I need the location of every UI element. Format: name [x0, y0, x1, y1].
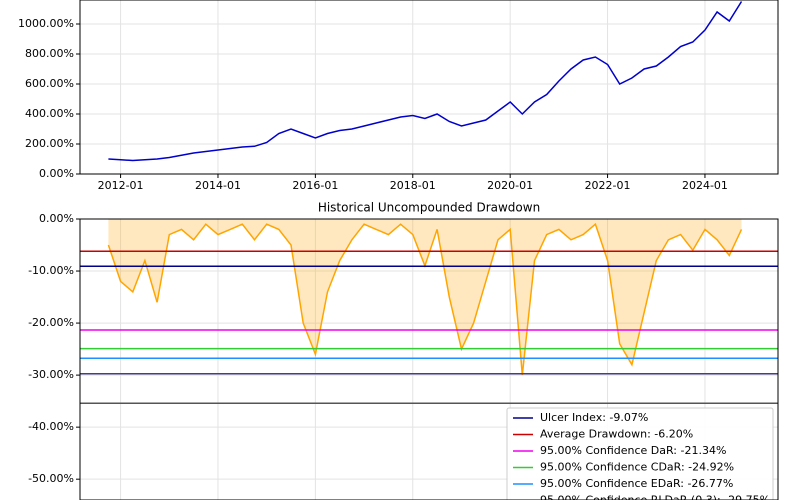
y-tick-label: -50.00%	[28, 472, 74, 485]
plot-frame	[79, 218, 779, 500]
legend-label: Average Drawdown: -6.20%	[540, 428, 693, 441]
legend-label: 95.00% Confidence CDaR: -24.92%	[540, 461, 734, 474]
x-tick-label: 2016-01	[292, 179, 338, 192]
line	[108, 1, 743, 162]
y-tick-label: 1000.00%	[18, 17, 74, 30]
x-tick-label: 2012-01	[98, 179, 144, 192]
y-tick-label: -10.00%	[28, 264, 74, 277]
y-tick-label: -40.00%	[28, 420, 74, 433]
area	[108, 219, 742, 376]
legend-label: 95.00% Confidence EDaR: -26.77%	[540, 477, 733, 490]
legend-label: 95.00% Confidence DaR: -21.34%	[540, 444, 726, 457]
x-tick-label: 2020-01	[487, 179, 533, 192]
y-tick-label: 0.00%	[39, 167, 74, 180]
x-tick-label: 2018-01	[390, 179, 436, 192]
y-tick-label: 0.00%	[39, 212, 74, 225]
x-tick-label: 2024-01	[682, 179, 728, 192]
y-tick-label: 800.00%	[25, 47, 74, 60]
y-tick-label: -20.00%	[28, 316, 74, 329]
legend-label: 95.00% Confidence RLDaR (0.3): -29.75%	[540, 494, 770, 500]
y-tick-label: 400.00%	[25, 107, 74, 120]
legend-box	[506, 407, 774, 500]
y-tick-label: 200.00%	[25, 137, 74, 150]
chart-title: Historical Uncompounded Drawdown	[318, 201, 540, 215]
y-tick-label: -30.00%	[28, 368, 74, 381]
x-tick-label: 2022-01	[585, 179, 631, 192]
plot-frame	[79, 0, 779, 175]
legend-label: Ulcer Index: -9.07%	[540, 411, 648, 424]
y-tick-label: 600.00%	[25, 77, 74, 90]
x-tick-label: 2014-01	[195, 179, 241, 192]
